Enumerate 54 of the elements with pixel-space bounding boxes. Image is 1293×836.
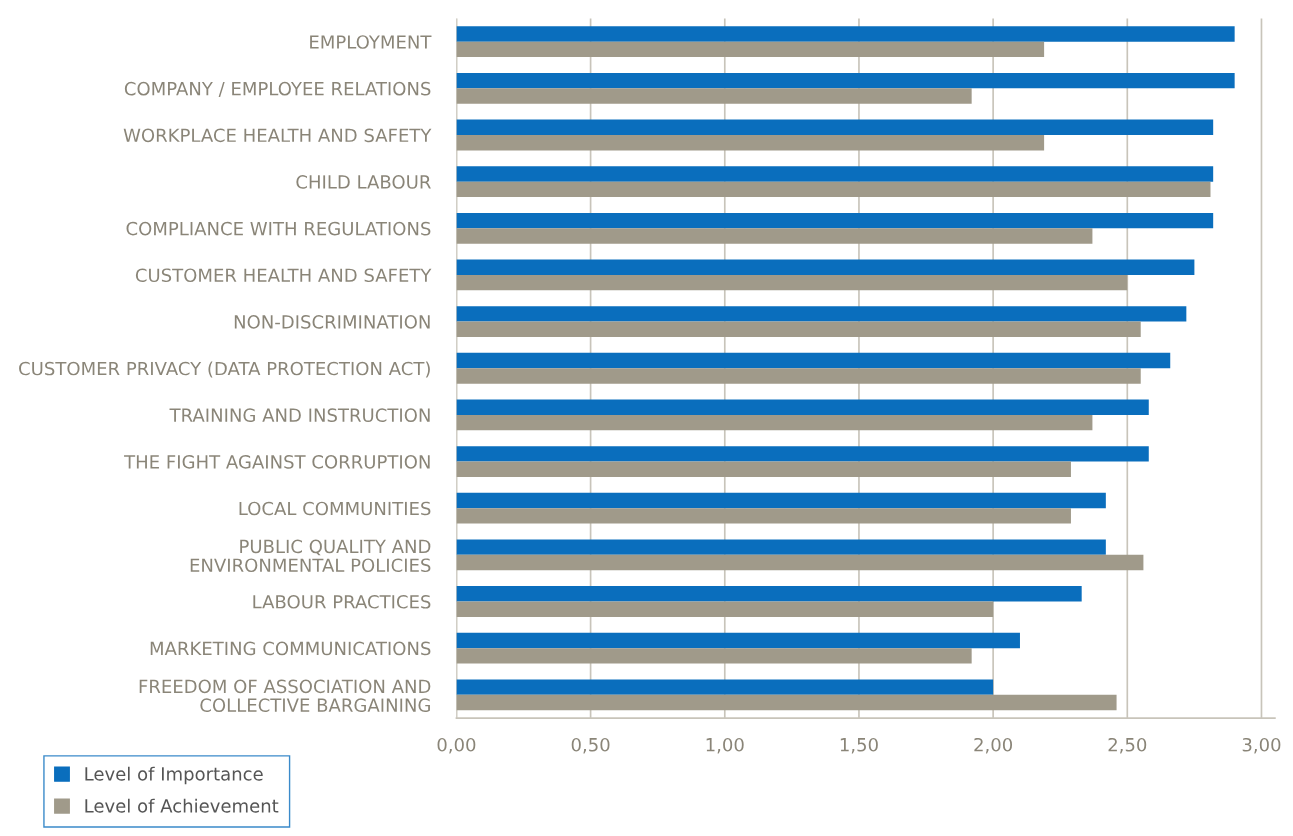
bar	[456, 26, 1235, 42]
y-tick-label: COMPANY / EMPLOYEE RELATIONS	[124, 81, 431, 97]
bar	[456, 414, 1093, 431]
y-tick-label: CUSTOMER PRIVACY (DATA PROTECTION ACT)	[19, 361, 430, 378]
y-tick-label: WORKPLACE HEALTH AND SAFETY	[123, 128, 432, 143]
y-tick-label: EMPLOYMENT	[310, 35, 432, 49]
legend-label: Level of Achievement	[85, 798, 279, 813]
bar	[456, 492, 1106, 509]
bar	[456, 306, 1187, 322]
bar	[456, 632, 1020, 649]
y-tick-label: CHILD LABOUR	[296, 175, 431, 189]
bar	[456, 399, 1149, 415]
bar	[456, 601, 994, 617]
y-tick-label: LABOUR PRACTICES	[253, 594, 431, 609]
bar	[456, 88, 972, 104]
y-tick-label: LOCAL COMMUNITIES	[239, 501, 431, 516]
bar	[456, 679, 994, 695]
bar	[456, 41, 1045, 58]
x-tick-label: 2,50	[1108, 737, 1147, 754]
bar	[456, 539, 1106, 555]
x-tick-label: 0,50	[571, 737, 610, 754]
y-tick-label: THE FIGHT AGAINST CORRUPTION	[124, 455, 430, 469]
bar	[456, 321, 1141, 337]
bar	[456, 259, 1195, 275]
bar	[456, 274, 1128, 291]
y-tick-label: COMPLIANCE WITH REGULATIONS	[126, 221, 431, 236]
legend-label: Level of Importance	[85, 766, 263, 785]
y-tick-label: CUSTOMER HEALTH AND SAFETY	[135, 268, 432, 283]
bar	[456, 368, 1141, 384]
y-tick-label: NON-DISCRIMINATION	[234, 315, 430, 329]
x-tick-label: 1,00	[706, 737, 744, 754]
x-tick-label: 0,00	[437, 737, 476, 754]
y-tick-label: PUBLIC QUALITY AND ENVIRONMENTAL POLICIES	[190, 539, 431, 573]
y-tick-label: MARKETING COMMUNICATIONS	[150, 641, 431, 656]
bar	[456, 228, 1093, 244]
bar	[456, 648, 972, 664]
bar	[456, 554, 1144, 571]
bar	[456, 508, 1071, 524]
x-tick-label: 3,00	[1242, 737, 1281, 754]
x-tick-label: 1,50	[840, 737, 878, 754]
bar	[456, 72, 1235, 89]
bar	[456, 586, 1082, 602]
y-tick-label: TRAINING AND INSTRUCTION	[169, 408, 430, 423]
bar	[456, 135, 1045, 151]
bar	[456, 181, 1211, 198]
bar	[456, 694, 1117, 711]
x-tick-label: 2,00	[974, 737, 1013, 754]
bar	[456, 119, 1214, 136]
bar	[456, 446, 1149, 462]
bar	[456, 166, 1214, 182]
bar	[456, 352, 1171, 369]
bar	[456, 461, 1071, 477]
y-tick-label: FREEDOM OF ASSOCIATION AND COLLECTIVE BARGAINING	[139, 679, 431, 713]
bar	[456, 212, 1214, 229]
